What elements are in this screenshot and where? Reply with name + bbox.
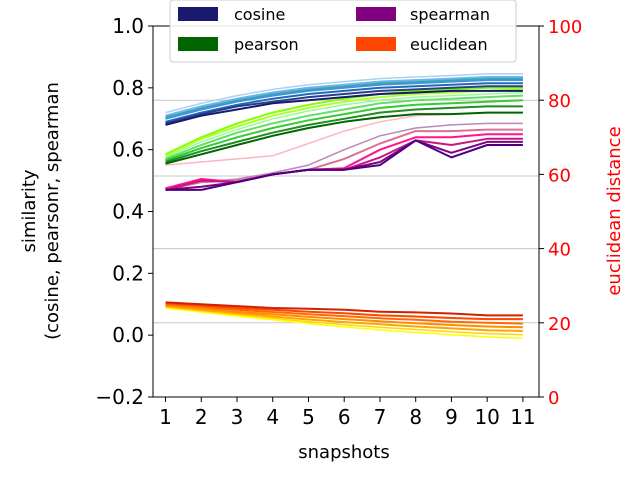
y-axis-label-line1: similarity bbox=[19, 169, 40, 252]
x-tick-label: 9 bbox=[445, 405, 458, 429]
x-tick-label: 6 bbox=[338, 405, 351, 429]
legend-label-euclidean: euclidean bbox=[410, 35, 488, 54]
legend-swatch-spearman bbox=[356, 7, 396, 21]
series-line-cosine-4 bbox=[165, 79, 523, 120]
series-line-euclidean-1 bbox=[165, 301, 523, 317]
series-line-pearson-1 bbox=[165, 111, 523, 165]
series-line-cosine-3 bbox=[165, 82, 523, 123]
right-tick-label: 80 bbox=[548, 91, 571, 112]
left-tick-label: 0.8 bbox=[112, 76, 144, 100]
legend-box bbox=[169, 0, 517, 63]
x-tick-label: 3 bbox=[231, 405, 244, 429]
legend-label-spearman: spearman bbox=[410, 5, 490, 24]
series-line-cosine-5 bbox=[165, 76, 523, 117]
series-line-pearson-6 bbox=[165, 88, 523, 157]
left-tick-label: 1.0 bbox=[112, 14, 144, 38]
series-line-euclidean-2 bbox=[165, 302, 523, 321]
x-axis-label: snapshots bbox=[298, 442, 389, 463]
legend-label-cosine: cosine bbox=[234, 5, 285, 24]
left-axis: −0.2 0.0 0.2 0.4 0.6 0.8 1.0 bbox=[95, 14, 153, 409]
x-tick-label: 1 bbox=[159, 405, 172, 429]
series-line-cosine-1 bbox=[165, 89, 523, 126]
series-line-euclidean-6 bbox=[165, 306, 523, 336]
left-tick-label: 0.0 bbox=[112, 323, 144, 347]
x-tick-label: 4 bbox=[266, 405, 279, 429]
right-tick-label: 0 bbox=[548, 388, 559, 409]
series-layer bbox=[165, 73, 523, 340]
x-tick-label: 8 bbox=[409, 405, 422, 429]
series-line-euclidean-4 bbox=[165, 304, 523, 329]
legend-label-pearson: pearson bbox=[234, 35, 299, 54]
series-line-spearman-2 bbox=[165, 139, 523, 191]
series-line-pearson-7 bbox=[165, 86, 523, 156]
series-line-pearson-2 bbox=[165, 105, 523, 163]
series-line-cosine-7 bbox=[165, 77, 523, 119]
right-tick-label: 60 bbox=[548, 165, 571, 186]
series-line-cosine-6 bbox=[165, 73, 523, 114]
left-tick-label: 0.2 bbox=[112, 261, 144, 285]
x-axis: 1 2 3 4 5 6 7 8 9 10 11 bbox=[159, 397, 536, 429]
series-line-pearson-5 bbox=[165, 91, 523, 159]
right-axis: 0 20 40 60 80 100 bbox=[539, 17, 582, 409]
legend: cosine spearman pearson euclidean bbox=[169, 0, 517, 63]
series-line-cosine-2 bbox=[165, 85, 523, 125]
left-tick-label: 0.4 bbox=[112, 200, 144, 224]
series-line-euclidean-7 bbox=[165, 307, 523, 340]
x-tick-label: 7 bbox=[374, 405, 387, 429]
x-tick-label: 2 bbox=[195, 405, 208, 429]
y2-axis-label: euclidean distance bbox=[604, 126, 625, 295]
x-tick-label: 11 bbox=[510, 405, 535, 429]
y-axis-label-line2: (cosine, pearsonr, spearman bbox=[42, 82, 63, 340]
series-line-euclidean-5 bbox=[165, 305, 523, 332]
legend-swatch-euclidean bbox=[356, 37, 396, 51]
right-tick-label: 40 bbox=[548, 240, 571, 261]
series-line-pearson-3 bbox=[165, 99, 523, 162]
left-tick-label: −0.2 bbox=[95, 385, 144, 409]
legend-swatch-pearson bbox=[178, 37, 218, 51]
series-line-spearman-1 bbox=[165, 139, 523, 191]
left-tick-label: 0.6 bbox=[112, 138, 144, 162]
legend-swatch-cosine bbox=[178, 7, 218, 21]
series-line-pearson-4 bbox=[165, 94, 523, 160]
series-line-spearman-6 bbox=[165, 122, 523, 190]
x-tick-label: 5 bbox=[302, 405, 315, 429]
series-line-euclidean-3 bbox=[165, 303, 523, 325]
right-tick-label: 20 bbox=[548, 314, 571, 335]
right-tick-label: 100 bbox=[548, 17, 582, 38]
x-tick-label: 10 bbox=[474, 405, 499, 429]
